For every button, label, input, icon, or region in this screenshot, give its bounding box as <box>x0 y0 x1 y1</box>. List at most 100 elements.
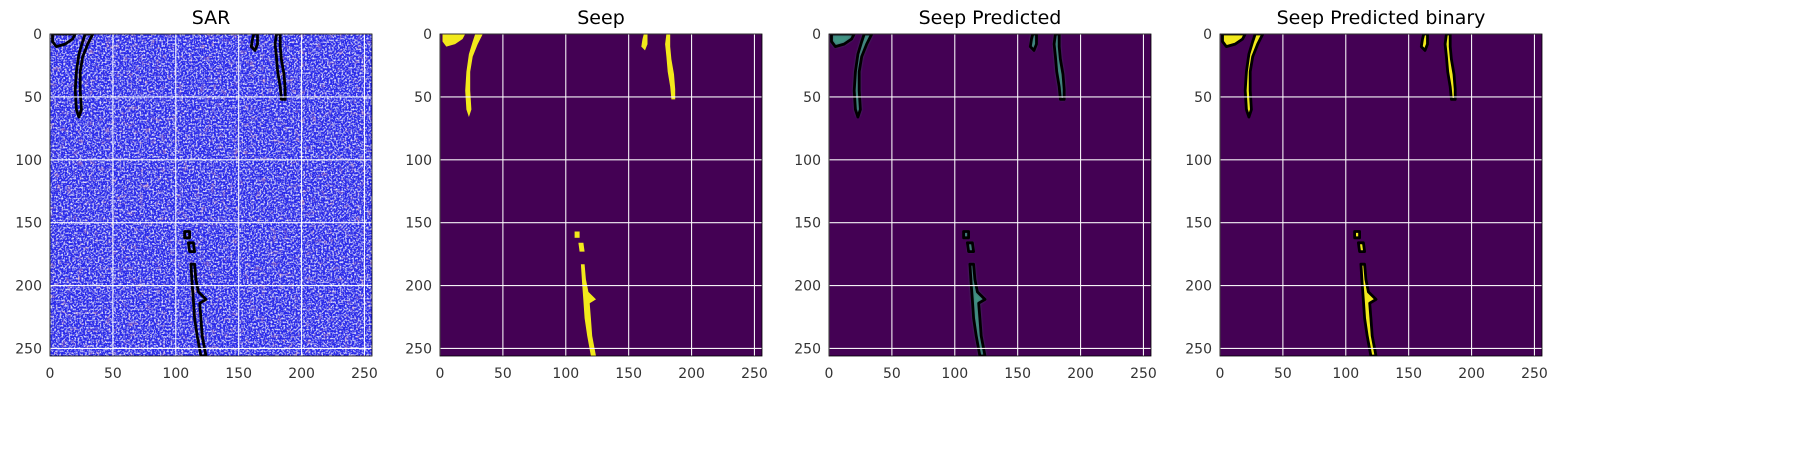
x-tick-label: 100 <box>162 366 189 382</box>
panel-title: Seep <box>577 7 625 29</box>
x-tick-label: 0 <box>46 366 55 382</box>
x-tick-label: 250 <box>741 366 768 382</box>
seep-fill-bottom-dot-2 <box>578 242 585 252</box>
panel-title: Seep Predicted <box>919 7 1062 29</box>
axis-frame <box>439 33 763 357</box>
x-tick-label: 50 <box>883 366 901 382</box>
y-tick-label: 0 <box>33 27 42 43</box>
x-tick-label: 100 <box>552 366 579 382</box>
seep-contour-bottom-streak <box>189 262 208 356</box>
y-tick-label: 250 <box>405 341 432 357</box>
heatmap-background <box>1220 34 1542 356</box>
x-tick-label: 200 <box>678 366 705 382</box>
panel-title: Seep Predicted binary <box>1277 7 1486 29</box>
x-tick-label: 100 <box>941 366 968 382</box>
seep-fill-bottom-streak <box>969 264 985 356</box>
seep-contour-bottom-dot-1 <box>1353 230 1361 240</box>
seep-fill-top-middle-small <box>641 34 648 51</box>
y-tick-label: 250 <box>1185 341 1212 357</box>
seep-contour-bottom-dot-1 <box>962 230 970 240</box>
x-tick-label: 150 <box>1395 366 1422 382</box>
y-tick-label: 100 <box>1185 153 1212 169</box>
seep-fill-bottom-streak <box>1360 264 1376 356</box>
x-tick-label: 0 <box>1216 366 1225 382</box>
seep-contour-bottom-dot-2 <box>1357 241 1366 253</box>
y-tick-label: 150 <box>405 216 432 232</box>
y-tick-label: 250 <box>15 341 42 357</box>
x-tick-label: 250 <box>1130 366 1157 382</box>
y-tick-label: 0 <box>812 27 821 43</box>
y-tick-label: 100 <box>794 153 821 169</box>
seep-contour-bottom-dot-2 <box>966 241 975 253</box>
y-tick-label: 50 <box>1194 90 1212 106</box>
x-tick-label: 50 <box>104 366 122 382</box>
x-tick-label: 200 <box>1458 366 1485 382</box>
y-tick-label: 150 <box>1185 216 1212 232</box>
x-tick-label: 250 <box>351 366 378 382</box>
x-tick-label: 50 <box>1274 366 1292 382</box>
y-tick-label: 0 <box>1203 27 1212 43</box>
seep-contour-top-middle-small <box>1419 34 1429 52</box>
x-tick-label: 50 <box>494 366 512 382</box>
y-tick-label: 200 <box>15 279 42 295</box>
seep-fill-bottom-dot-1 <box>574 231 580 238</box>
axis-frame <box>49 33 373 357</box>
plot-area <box>50 34 372 356</box>
x-tick-label: 150 <box>1004 366 1031 382</box>
seep-fill-top-left-corner <box>1222 34 1246 47</box>
seep-fill-top-middle-right <box>1054 34 1065 100</box>
seep-contour-top-left-corner <box>51 34 77 48</box>
heatmap-background <box>829 34 1151 356</box>
y-tick-label: 250 <box>794 341 821 357</box>
y-tick-label: 100 <box>405 153 432 169</box>
seep-fill-top-left-corner <box>831 34 855 47</box>
seep-contour-bottom-streak <box>1359 262 1378 356</box>
y-tick-label: 200 <box>1185 279 1212 295</box>
y-tick-label: 200 <box>794 279 821 295</box>
seep-fill-left-streak <box>465 34 483 117</box>
x-tick-label: 250 <box>1521 366 1548 382</box>
y-tick-label: 50 <box>803 90 821 106</box>
seep-contour-left-streak <box>1243 34 1265 119</box>
seep-contour-top-left-corner <box>830 34 856 48</box>
plot-area <box>440 34 762 356</box>
sar-image <box>50 34 372 356</box>
x-tick-label: 0 <box>436 366 445 382</box>
x-tick-label: 200 <box>1067 366 1094 382</box>
seep-contour-top-middle-right <box>1443 34 1457 101</box>
seep-contour-bottom-streak <box>968 262 987 356</box>
x-tick-label: 200 <box>288 366 315 382</box>
axis-frame <box>1219 33 1543 357</box>
y-tick-label: 150 <box>794 216 821 232</box>
seep-contour-top-left-corner <box>1221 34 1247 48</box>
seep-contour-top-middle-right <box>273 34 287 101</box>
seep-contour-bottom-dot-2 <box>187 241 196 253</box>
y-tick-label: 200 <box>405 279 432 295</box>
axis-frame <box>828 33 1152 357</box>
seep-fill-bottom-streak <box>580 264 596 356</box>
seep-fill-top-left-corner <box>442 34 466 47</box>
y-tick-label: 50 <box>24 90 42 106</box>
heatmap-background <box>440 34 762 356</box>
y-tick-label: 100 <box>15 153 42 169</box>
x-tick-label: 150 <box>615 366 642 382</box>
seep-contour-bottom-dot-1 <box>183 230 191 240</box>
seep-contour-top-middle-small <box>1028 34 1038 52</box>
plot-area <box>1220 34 1542 356</box>
seep-contour-left-streak <box>73 34 95 119</box>
seep-contour-top-middle-right <box>1052 34 1066 101</box>
x-tick-label: 150 <box>225 366 252 382</box>
x-tick-label: 100 <box>1332 366 1359 382</box>
y-tick-label: 0 <box>423 27 432 43</box>
seep-contour-top-middle-small <box>249 34 259 52</box>
panel-title: SAR <box>192 7 231 29</box>
plot-area <box>829 34 1151 356</box>
seep-fill-top-middle-right <box>665 34 676 100</box>
